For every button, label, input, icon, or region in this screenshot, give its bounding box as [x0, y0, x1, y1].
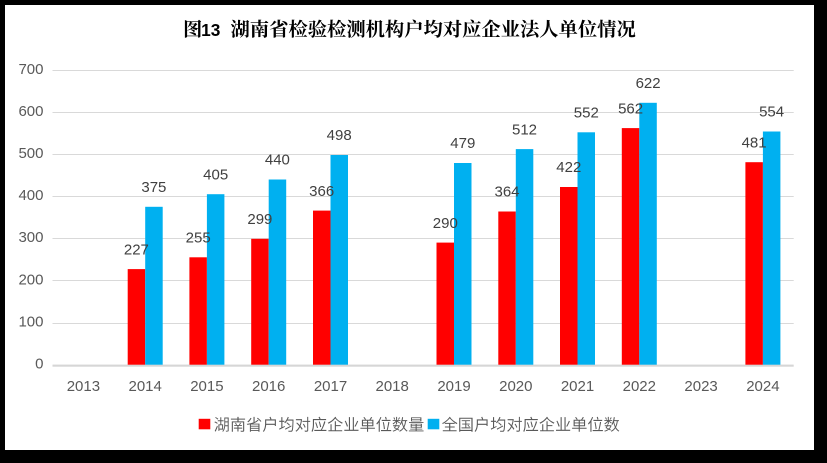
svg-text:2017: 2017 [314, 378, 347, 395]
svg-text:255: 255 [186, 230, 211, 247]
svg-text:13: 13 [201, 20, 220, 40]
svg-text:299: 299 [247, 211, 272, 228]
svg-text:2019: 2019 [437, 378, 470, 395]
svg-text:2024: 2024 [746, 378, 779, 395]
svg-text:498: 498 [327, 127, 352, 144]
svg-text:554: 554 [759, 104, 784, 121]
svg-text:2015: 2015 [190, 378, 223, 395]
svg-text:622: 622 [636, 75, 661, 92]
svg-text:400: 400 [18, 187, 43, 204]
svg-text:500: 500 [18, 145, 43, 162]
svg-text:552: 552 [574, 105, 599, 122]
svg-text:2022: 2022 [623, 378, 656, 395]
svg-text:2020: 2020 [499, 378, 532, 395]
svg-text:300: 300 [18, 229, 43, 246]
svg-text:2018: 2018 [376, 378, 409, 395]
svg-text:600: 600 [18, 103, 43, 120]
svg-text:700: 700 [18, 61, 43, 78]
svg-text:227: 227 [124, 241, 149, 258]
svg-text:440: 440 [265, 152, 290, 169]
svg-text:562: 562 [618, 100, 643, 117]
svg-text:481: 481 [742, 134, 767, 151]
svg-text:2016: 2016 [252, 378, 285, 395]
svg-text:375: 375 [141, 179, 166, 196]
svg-text:479: 479 [450, 135, 475, 152]
svg-text:2021: 2021 [561, 378, 594, 395]
svg-text:2013: 2013 [67, 378, 100, 395]
svg-text:0: 0 [35, 356, 43, 373]
svg-text:512: 512 [512, 121, 537, 138]
svg-text:422: 422 [556, 159, 581, 176]
svg-text:290: 290 [433, 215, 458, 232]
svg-text:200: 200 [18, 271, 43, 288]
svg-text:405: 405 [203, 166, 228, 183]
svg-text:2023: 2023 [684, 378, 717, 395]
svg-text:366: 366 [309, 183, 334, 200]
svg-text:364: 364 [494, 184, 519, 201]
svg-text:100: 100 [18, 313, 43, 330]
svg-text:2014: 2014 [129, 378, 162, 395]
